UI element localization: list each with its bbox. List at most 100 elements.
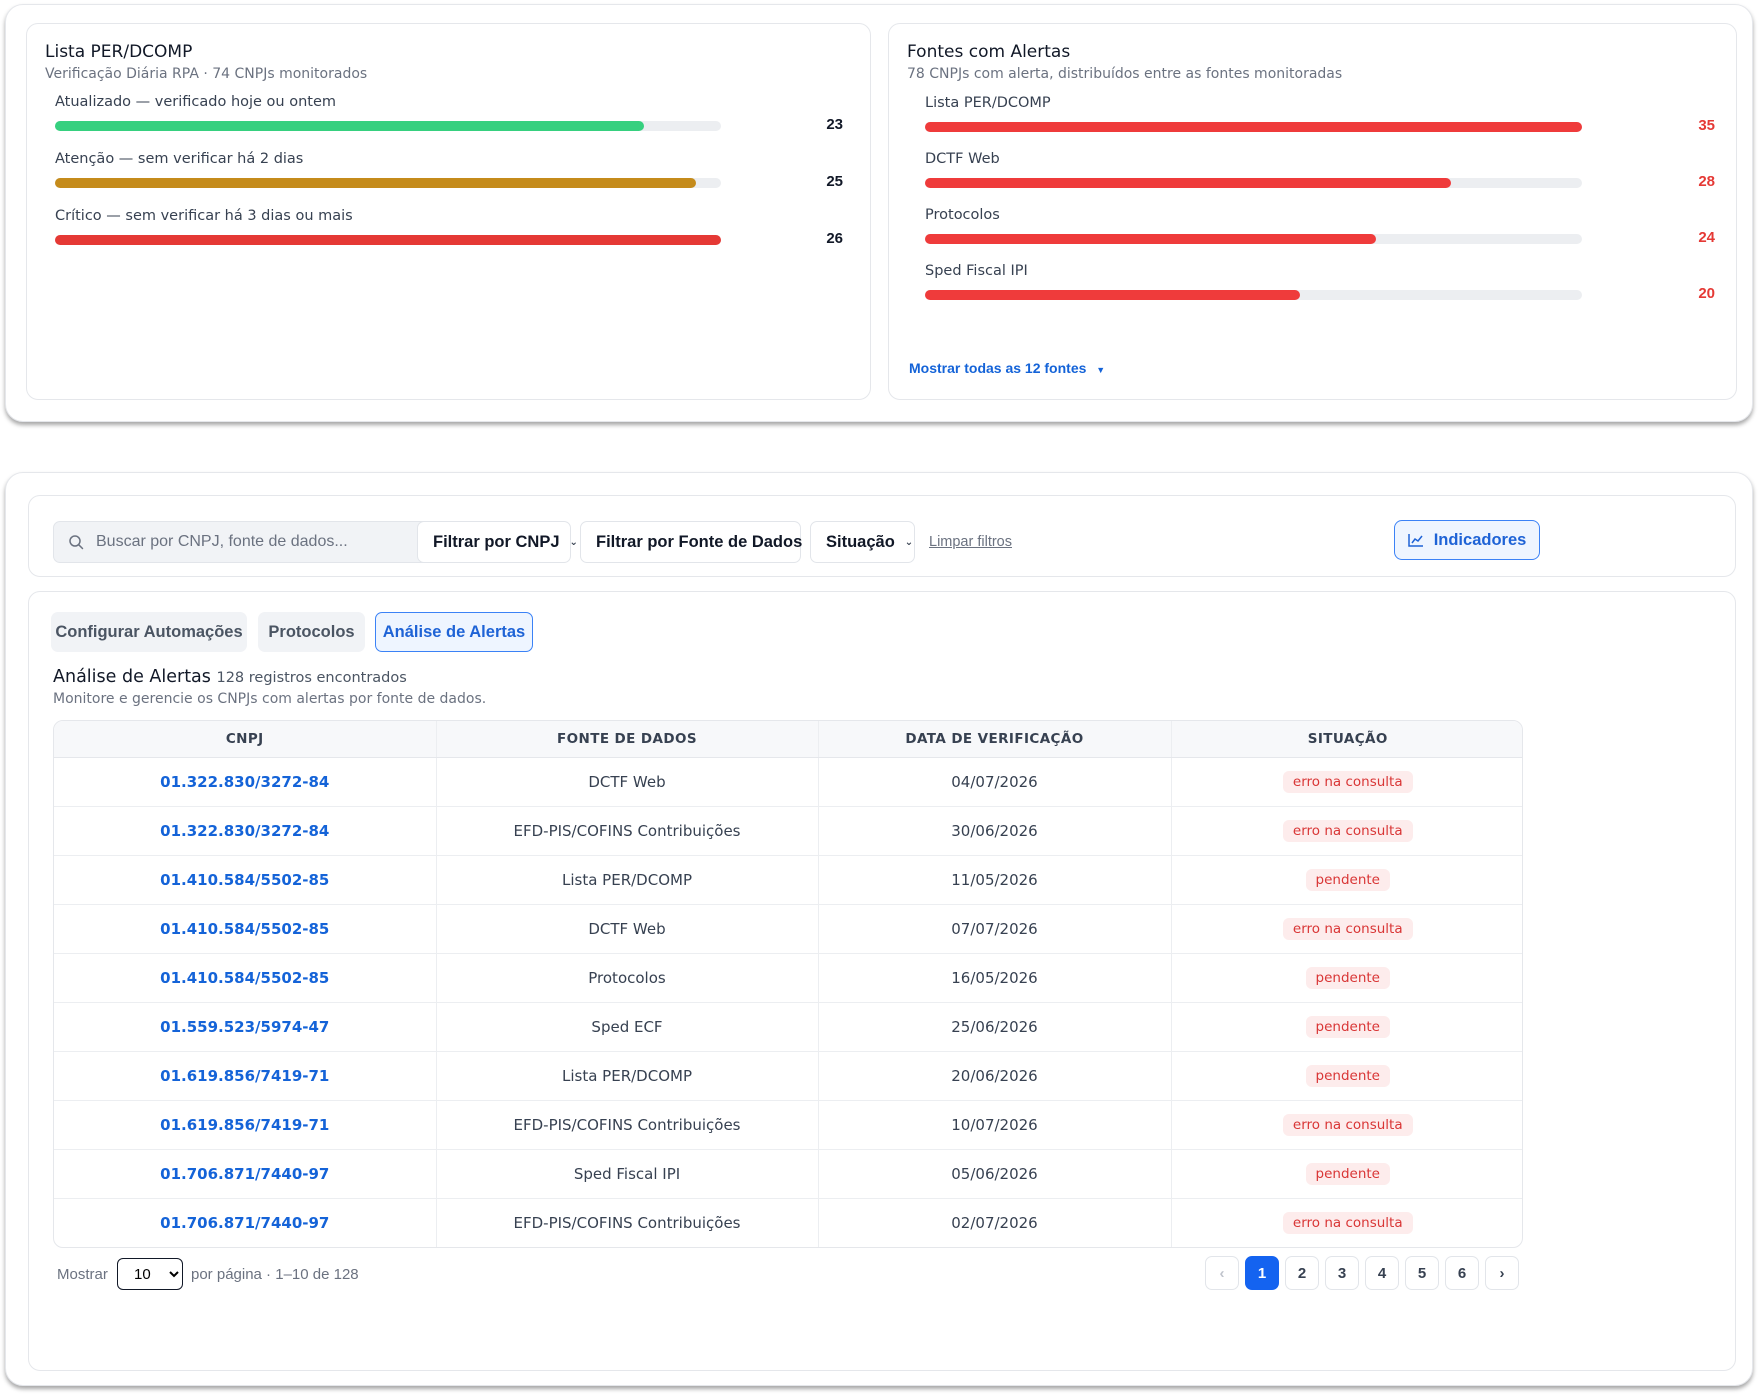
show-all-sources-link[interactable]: Mostrar todas as 12 fontes ▼ [909, 360, 1105, 376]
cnpj-link[interactable]: 01.706.871/7440-97 [54, 1148, 436, 1198]
fontes-bar-fill [925, 290, 1301, 300]
fontes-bar-label: Sped Fiscal IPI [925, 263, 1028, 279]
table-row: 01.559.523/5974-47 Sped ECF 25/06/2026 pend… [54, 1001, 1522, 1051]
lista-bar-track [55, 121, 721, 131]
status-badge: erro na consulta [1282, 819, 1413, 842]
filter-cnpj-dropdown[interactable]: Filtrar por CNPJ ⌄ [417, 521, 578, 563]
table-row: 01.410.584/5502-85 Protocolos 16/05/2026 pe… [54, 952, 1522, 1002]
fontes-bar-value: 28 [1698, 173, 1715, 190]
filter-fonte-dropdown[interactable]: Filtrar por Fonte de Dados ⌄ [580, 521, 821, 563]
page-button-5[interactable]: 5 [1405, 1256, 1439, 1290]
page-button-2[interactable]: 2 [1285, 1256, 1319, 1290]
fontes-bar-fill [925, 234, 1376, 244]
show-all-sources-label: Mostrar todas as 12 fontes [909, 360, 1087, 376]
cnpj-link[interactable]: 01.619.856/7419-71 [54, 1099, 436, 1149]
fontes-bar-value: 24 [1698, 229, 1715, 246]
data-cell: 02/07/2026 [817, 1197, 1171, 1247]
fontes-card-title: Fontes com Alertas [907, 42, 1071, 62]
section-subtitle: Monitore e gerencie os CNPJs com alertas… [53, 691, 487, 707]
tab-analise-alertas[interactable]: Análise de Alertas [375, 612, 533, 652]
fontes-bar-value: 35 [1698, 117, 1715, 134]
section-title-text: Análise de Alertas [53, 667, 211, 687]
lista-bar-track [55, 178, 721, 188]
fonte-cell: Lista PER/DCOMP [435, 1050, 818, 1100]
fontes-bar-track [925, 122, 1582, 132]
fontes-bar-fill [925, 178, 1451, 188]
cnpj-link[interactable]: 01.706.871/7440-97 [54, 1197, 436, 1247]
fontes-bar-row: Protocolos 24 [925, 207, 1715, 255]
fontes-bar-label: Lista PER/DCOMP [925, 95, 1051, 111]
header-situacao: SITUAÇÃO [1170, 721, 1522, 758]
indicators-button[interactable]: Indicadores [1394, 520, 1540, 560]
situacao-cell: erro na consulta [1170, 1197, 1522, 1247]
fonte-cell: Sped Fiscal IPI [435, 1148, 818, 1198]
page-button-6[interactable]: 6 [1445, 1256, 1479, 1290]
per-page-select[interactable]: 10 [117, 1258, 183, 1290]
data-cell: 25/06/2026 [817, 1001, 1171, 1051]
lista-bar-label: Crítico — sem verificar há 3 dias ou mai… [55, 208, 353, 224]
cnpj-link[interactable]: 01.410.584/5502-85 [54, 952, 436, 1002]
fonte-cell: EFD-PIS/COFINS Contribuições [435, 1099, 818, 1149]
header-cnpj: CNPJ [54, 721, 436, 758]
header-fonte: FONTE DE DADOS [435, 721, 818, 758]
table-row: 01.706.871/7440-97 EFD-PIS/COFINS Contrib… [54, 1197, 1522, 1247]
cnpj-link[interactable]: 01.619.856/7419-71 [54, 1050, 436, 1100]
filter-fonte-label: Filtrar por Fonte de Dados [596, 532, 803, 551]
filter-situacao-dropdown[interactable]: Situação ⌄ [810, 521, 915, 563]
situacao-cell: erro na consulta [1170, 1099, 1522, 1149]
tab-protocolos[interactable]: Protocolos [258, 612, 365, 652]
per-page-label: por página · 1–10 de 128 [191, 1266, 359, 1283]
lista-bar-fill [55, 121, 645, 131]
table-row: 01.410.584/5502-85 Lista PER/DCOMP 11/05/2… [54, 854, 1522, 904]
data-cell: 07/07/2026 [817, 903, 1171, 953]
lista-bar-value: 23 [826, 116, 843, 133]
lista-bar-value: 26 [826, 230, 843, 247]
fontes-bar-row: Lista PER/DCOMP 35 [925, 95, 1715, 143]
chart-line-icon [1407, 534, 1423, 547]
situacao-cell: erro na consulta [1170, 903, 1522, 953]
page-button-4[interactable]: 4 [1365, 1256, 1399, 1290]
cnpj-link[interactable]: 01.559.523/5974-47 [54, 1001, 436, 1051]
lista-bar-label: Atualizado — verificado hoje ou ontem [55, 94, 337, 110]
alerts-table: CNPJ FONTE DE DADOS DATA DE VERIFICAÇÃO … [53, 720, 1523, 1248]
search-box [53, 521, 454, 563]
next-page-button[interactable]: › [1485, 1256, 1519, 1290]
search-input[interactable] [96, 522, 446, 562]
fonte-cell: DCTF Web [435, 903, 818, 953]
status-badge: pendente [1305, 1064, 1390, 1087]
lista-bar-value: 25 [826, 173, 843, 190]
data-cell: 16/05/2026 [817, 952, 1171, 1002]
clear-filters-link[interactable]: Limpar filtros [929, 534, 1012, 550]
filter-situacao-label: Situação [826, 532, 895, 551]
lista-card-subtitle: Verificação Diária RPA · 74 CNPJs monito… [45, 66, 368, 82]
lista-bar-row: Atualizado — verificado hoje ou ontem 23 [55, 94, 845, 142]
fontes-bar-track [925, 178, 1582, 188]
filter-bar: Filtrar por CNPJ ⌄ Filtrar por Fonte de … [28, 495, 1736, 577]
cnpj-link[interactable]: 01.322.830/3272-84 [54, 805, 436, 855]
status-badge: erro na consulta [1282, 917, 1413, 940]
cnpj-link[interactable]: 01.410.584/5502-85 [54, 854, 436, 904]
alerts-panel: Filtrar por CNPJ ⌄ Filtrar por Fonte de … [5, 472, 1753, 1386]
fontes-bar-row: Sped Fiscal IPI 20 [925, 263, 1715, 311]
page-button-3[interactable]: 3 [1325, 1256, 1359, 1290]
table-row: 01.619.856/7419-71 EFD-PIS/COFINS Contrib… [54, 1099, 1522, 1149]
page-button-1[interactable]: 1 [1245, 1256, 1279, 1290]
chevron-down-icon: ⌄ [569, 536, 578, 548]
status-badge: erro na consulta [1282, 1113, 1413, 1136]
situacao-cell: pendente [1170, 854, 1522, 904]
fontes-bar-row: DCTF Web 28 [925, 151, 1715, 199]
cnpj-link[interactable]: 01.410.584/5502-85 [54, 903, 436, 953]
table-row: 01.322.830/3272-84 EFD-PIS/COFINS Contrib… [54, 805, 1522, 855]
lista-bar-row: Atenção — sem verificar há 2 dias 25 [55, 151, 845, 199]
table-row: 01.322.830/3272-84 DCTF Web 04/07/2026 erro… [54, 757, 1522, 806]
prev-page-button[interactable]: ‹ [1205, 1256, 1239, 1290]
table-row: 01.619.856/7419-71 Lista PER/DCOMP 20/06/2… [54, 1050, 1522, 1100]
situacao-cell: pendente [1170, 952, 1522, 1002]
header-data: DATA DE VERIFICAÇÃO [817, 721, 1171, 758]
tab-configurar-automacoes[interactable]: Configurar Automações [51, 612, 247, 652]
table-row: 01.706.871/7440-97 Sped Fiscal IPI 05/06/2… [54, 1148, 1522, 1198]
fonte-cell: Protocolos [435, 952, 818, 1002]
cnpj-link[interactable]: 01.322.830/3272-84 [160, 772, 330, 791]
status-badge: erro na consulta [1282, 770, 1413, 793]
fontes-bar-label: DCTF Web [925, 151, 1000, 167]
